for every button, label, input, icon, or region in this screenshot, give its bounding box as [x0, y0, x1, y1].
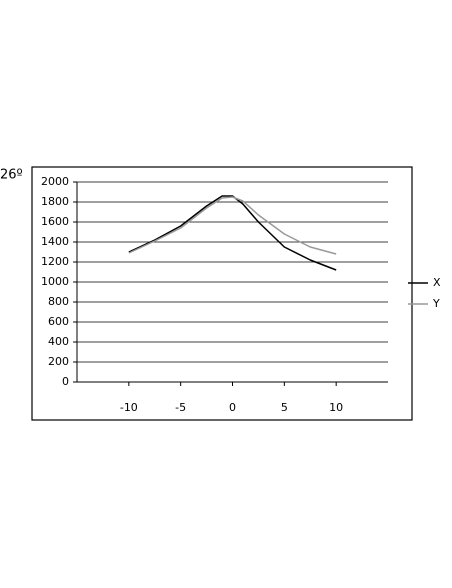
y-tick-label: 800	[48, 295, 69, 308]
y-tick-label: 600	[48, 315, 69, 328]
y-tick-label: 1600	[41, 215, 69, 228]
y-tick-label: 1200	[41, 255, 69, 268]
annotation: 26º	[0, 168, 23, 183]
legend-label: Y	[432, 297, 440, 310]
x-tick-label: -10	[120, 401, 138, 414]
x-tick-label: 0	[229, 401, 236, 414]
x-tick-label: 10	[329, 401, 343, 414]
series-line	[128, 196, 337, 255]
y-tick-label: 2000	[41, 175, 69, 188]
y-tick-label: 0	[62, 375, 69, 388]
chart-frame	[31, 166, 413, 421]
y-tick-label: 400	[48, 335, 69, 348]
y-tick-label: 1400	[41, 235, 69, 248]
y-tick-label: 1000	[41, 275, 69, 288]
legend-label: X	[433, 276, 441, 289]
x-tick-label: -5	[175, 401, 186, 414]
y-tick-label: 200	[48, 355, 69, 368]
series-line	[128, 195, 337, 271]
y-tick-label: 1800	[41, 195, 69, 208]
x-tick-label: 5	[281, 401, 288, 414]
